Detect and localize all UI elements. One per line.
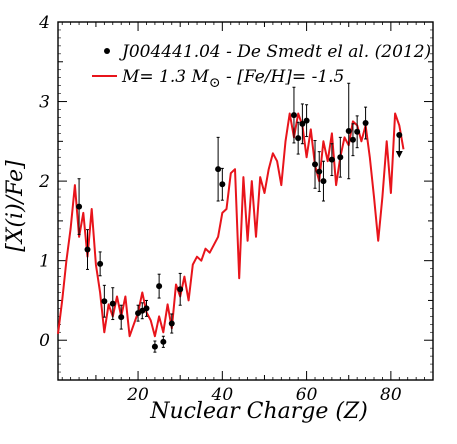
data-point bbox=[345, 127, 352, 134]
data-point bbox=[118, 314, 125, 321]
y-tick-label: 4 bbox=[38, 13, 50, 33]
y-tick-label: 0 bbox=[39, 331, 50, 351]
legend-model-prefix: M= 1.3 M bbox=[121, 67, 209, 87]
data-point bbox=[168, 320, 175, 327]
data-point bbox=[177, 286, 184, 293]
data-point bbox=[299, 120, 306, 127]
data-point bbox=[219, 181, 226, 188]
data-point bbox=[151, 343, 158, 350]
data-point bbox=[312, 161, 319, 168]
x-tick-label: 40 bbox=[211, 385, 234, 405]
upper-limit-arrow bbox=[395, 150, 403, 158]
y-tick-label: 3 bbox=[39, 93, 50, 113]
x-tick-label: 20 bbox=[126, 385, 149, 405]
y-tick-label: 2 bbox=[38, 172, 50, 192]
data-point bbox=[160, 338, 167, 345]
data-point bbox=[303, 117, 310, 124]
data-point bbox=[101, 298, 108, 305]
data-point bbox=[76, 203, 83, 210]
data-point bbox=[337, 154, 344, 161]
x-tick-label: 80 bbox=[380, 385, 402, 405]
data-point bbox=[320, 178, 327, 185]
legend: J004441.04 - De Smedt el al. (2012) M= 1.… bbox=[92, 42, 431, 91]
data-point bbox=[295, 135, 302, 142]
plot-area bbox=[57, 82, 405, 353]
data-point bbox=[328, 156, 335, 163]
axes: 20 40 60 80 0 1 2 3 4 bbox=[38, 13, 434, 405]
sun-symbol-icon: ⊙ bbox=[209, 75, 221, 91]
axis-labels: Nuclear Charge (Z) [X(i)/Fe] bbox=[3, 160, 368, 424]
legend-label-model: M= 1.3 M⊙ - [Fe/H]= -1.5 bbox=[121, 67, 344, 91]
data-point bbox=[156, 283, 163, 290]
x-tick-label: 60 bbox=[296, 385, 318, 405]
data-point bbox=[362, 120, 369, 127]
data-point bbox=[396, 131, 403, 138]
legend-label-points: J004441.04 - De Smedt el al. (2012) bbox=[119, 42, 431, 62]
data-point bbox=[290, 112, 297, 119]
data-point bbox=[354, 128, 361, 135]
data-point bbox=[97, 260, 104, 267]
model-line bbox=[57, 112, 405, 338]
y-tick-label: 1 bbox=[39, 252, 50, 272]
legend-model-suffix: - [Fe/H]= -1.5 bbox=[221, 67, 345, 87]
data-point bbox=[143, 305, 150, 312]
data-point bbox=[109, 300, 116, 307]
legend-marker-points bbox=[104, 48, 110, 54]
y-axis-title: [X(i)/Fe] bbox=[3, 160, 28, 252]
data-point bbox=[349, 136, 356, 143]
data-point bbox=[84, 246, 91, 253]
x-axis-title: Nuclear Charge (Z) bbox=[149, 399, 368, 424]
data-point bbox=[316, 168, 323, 175]
plot-frame bbox=[57, 21, 434, 381]
data-point bbox=[215, 166, 222, 173]
